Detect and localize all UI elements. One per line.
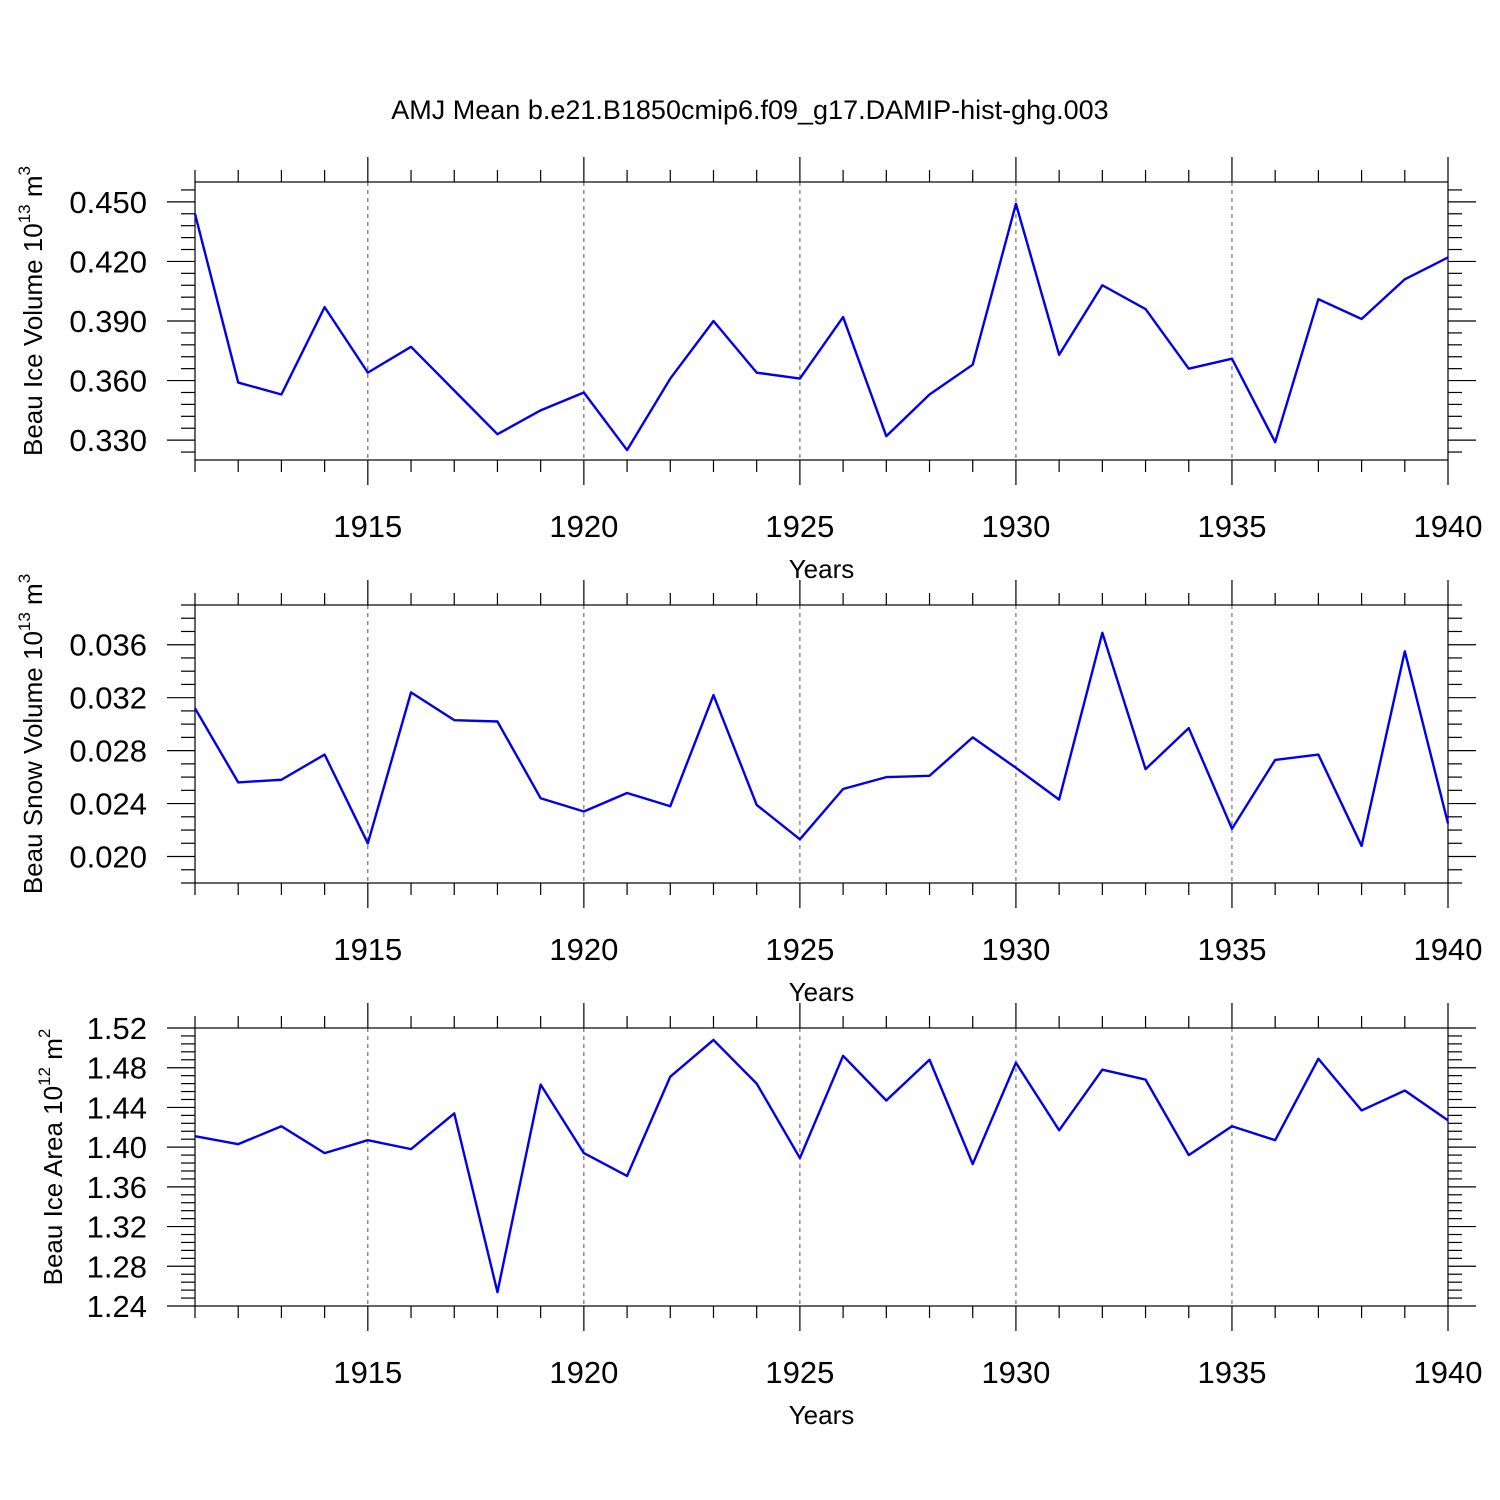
- y-tick-label: 1.52: [87, 1011, 147, 1046]
- series-line: [194, 1038, 1449, 1294]
- y-tick-label: 1.40: [87, 1130, 147, 1165]
- x-tick-label: 1915: [333, 509, 402, 544]
- x-tick-label: 1930: [981, 509, 1050, 544]
- plot-frame: [194, 604, 1449, 884]
- panel-3: 1.24 1.28 1.32 1.36 1.40 1.44 1.48 1.52 1915 1920…: [35, 1003, 1482, 1430]
- x-tick-label: 1915: [333, 932, 402, 967]
- panel-1: 0.330 0.360 0.390 0.420 0.450 1915 1920 1925 193…: [15, 157, 1482, 584]
- x-tick-label: 1915: [333, 1355, 402, 1390]
- series-line: [193, 631, 1450, 848]
- figure-title: AMJ Mean b.e21.B1850cmip6.f09_g17.DAMIP-…: [391, 95, 1108, 125]
- y-tick-label: 1.28: [87, 1249, 147, 1284]
- x-tick-label: 1940: [1414, 1355, 1483, 1390]
- y-tick-label: 0.020: [69, 840, 147, 875]
- y-tick-label: 0.036: [69, 628, 147, 663]
- x-tick-label: 1940: [1414, 509, 1483, 544]
- y-axis-label: Beau Ice Area 1012 m2: [35, 1029, 68, 1286]
- y-tick-label: 0.390: [69, 304, 147, 339]
- y-tick-label: 1.48: [87, 1051, 147, 1086]
- y-tick-label: 0.028: [69, 734, 147, 769]
- x-axis-label: Years: [789, 977, 855, 1007]
- x-axis-label: Years: [789, 554, 855, 584]
- x-tick-label: 1925: [765, 1355, 834, 1390]
- y-tick-label: 0.024: [69, 787, 147, 822]
- y-tick-label: 1.44: [87, 1090, 147, 1125]
- x-tick-label: 1920: [549, 509, 618, 544]
- x-tick-label: 1930: [981, 1355, 1050, 1390]
- x-tick-label: 1930: [981, 932, 1050, 967]
- x-tick-label: 1920: [549, 1355, 618, 1390]
- y-tick-label: 1.24: [87, 1289, 147, 1324]
- y-tick-label: 1.36: [87, 1170, 147, 1205]
- y-axis-label: Beau Ice Volume 1013 m3: [15, 166, 48, 456]
- x-axis-label: Years: [789, 1400, 855, 1430]
- y-tick-label: 0.450: [69, 185, 147, 220]
- x-tick-label: 1925: [765, 509, 834, 544]
- x-tick-label: 1940: [1414, 932, 1483, 967]
- y-tick-label: 0.420: [69, 244, 147, 279]
- x-tick-label: 1925: [765, 932, 834, 967]
- y-tick-label: 0.360: [69, 364, 147, 399]
- panels: 0.330 0.360 0.390 0.420 0.450 1915 1920 1925 193…: [15, 157, 1482, 1430]
- y-tick-label: 0.032: [69, 681, 147, 716]
- panel-2: 0.020 0.024 0.028 0.032 0.036 1915 1920 1925 193…: [15, 574, 1482, 1007]
- x-tick-label: 1935: [1197, 1355, 1266, 1390]
- y-axis-label: Beau Snow Volume 1013 m3: [15, 574, 48, 894]
- x-tick-label: 1920: [549, 932, 618, 967]
- plot-frame: [194, 181, 1449, 461]
- x-tick-label: 1935: [1197, 509, 1266, 544]
- plot-frame: [194, 1027, 1449, 1307]
- series-line: [193, 202, 1449, 452]
- y-tick-label: 0.330: [69, 423, 147, 458]
- x-tick-label: 1935: [1197, 932, 1266, 967]
- y-tick-label: 1.32: [87, 1210, 147, 1245]
